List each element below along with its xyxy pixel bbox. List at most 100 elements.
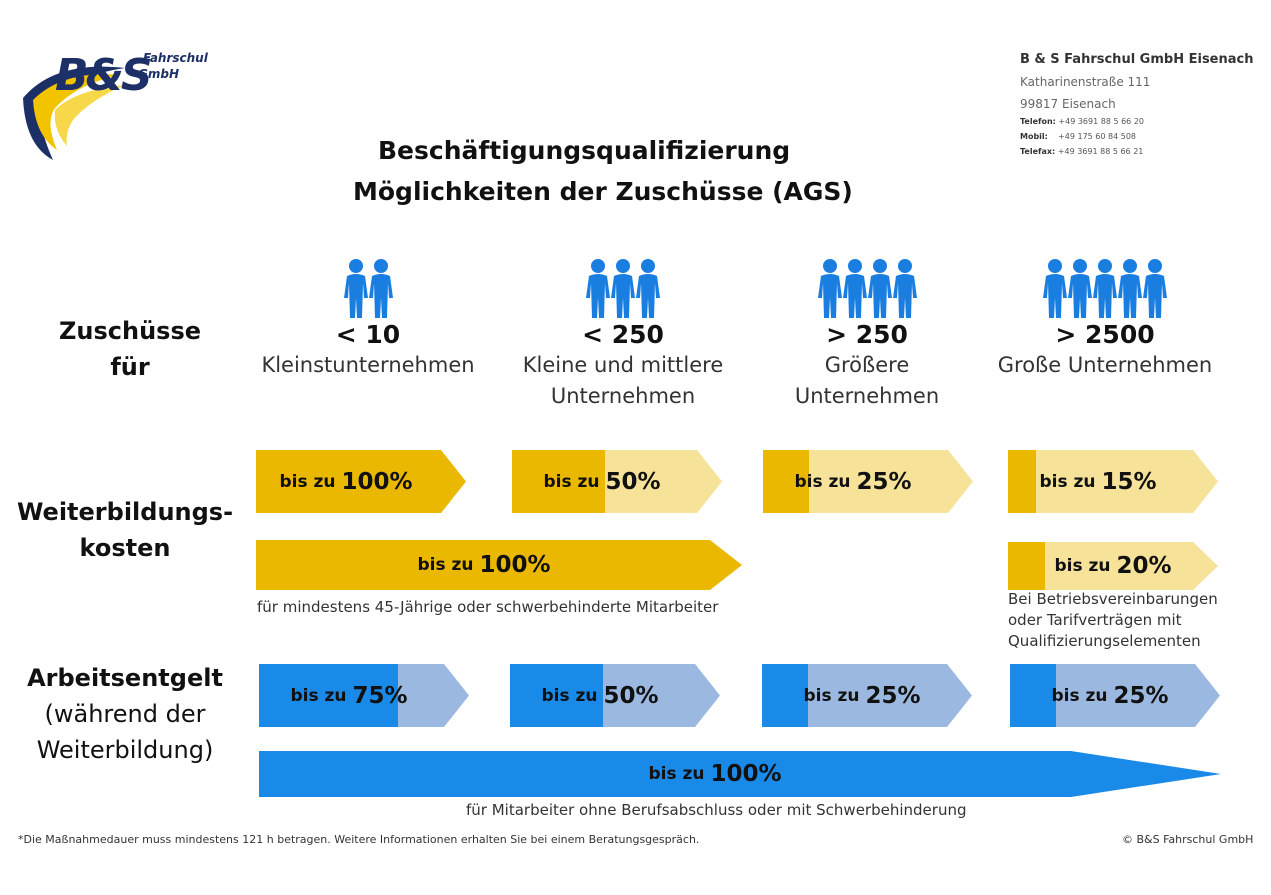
arrow-shape — [259, 751, 1221, 797]
person-icon — [1143, 259, 1167, 318]
arrow-prefix: bis zu — [279, 471, 336, 492]
arrow-body — [763, 450, 973, 513]
arrow-body — [1008, 450, 1218, 513]
weiterbildung-arrow-1: bis zu 50% — [512, 450, 722, 513]
person-icon — [368, 259, 393, 318]
arrow-fill — [1010, 664, 1056, 727]
arrow-label: bis zu 50% — [510, 664, 690, 727]
footer-copyright: © B&S Fahrschul GmbH — [1122, 833, 1254, 846]
arrow-percent: 100% — [710, 761, 782, 787]
arrow-label: bis zu 25% — [763, 450, 943, 513]
entgelt-arrow-2: bis zu 25% — [762, 664, 972, 727]
weiterbildung-extra-arrow: bis zu 20% — [1008, 542, 1218, 590]
person-icon — [1118, 259, 1142, 318]
arrow-percent: 100% — [479, 552, 551, 578]
people-icon-group — [990, 256, 1220, 318]
person-icon — [817, 259, 842, 318]
arrow-fill — [259, 664, 398, 727]
row-label-arbeitsentgelt-line1: Arbeitsentgelt — [27, 664, 223, 692]
category-3: > 2500 Große Unternehmen — [990, 256, 1220, 381]
arrow-prefix: bis zu — [417, 555, 474, 575]
arrow-label: bis zu 75% — [259, 664, 439, 727]
entgelt-long-note: für Mitarbeiter ohne Berufsabschluss ode… — [466, 801, 967, 819]
category-name: Größere — [824, 353, 910, 377]
arrow-body — [762, 664, 972, 727]
category-name: Kleine und mittlere — [522, 353, 724, 377]
logo-brand: B&S — [55, 50, 153, 101]
people-icon-group — [752, 256, 982, 318]
company-street: Katharinenstraße 111 — [1020, 75, 1151, 89]
category-count: > 2500 — [1055, 320, 1155, 349]
person-icon — [586, 259, 610, 318]
arrow-body — [256, 450, 466, 513]
person-icon — [1093, 259, 1117, 318]
arrow-prefix: bis zu — [541, 685, 598, 706]
arrow-prefix: bis zu — [794, 471, 851, 492]
arrow-percent: 25% — [856, 468, 912, 495]
mobile-value: +49 175 60 84 508 — [1058, 132, 1136, 141]
arrow-prefix: bis zu — [1054, 556, 1111, 576]
category-name-line2: Unternehmen — [550, 384, 696, 408]
category-0: < 10 Kleinstunternehmen — [253, 256, 483, 381]
weiterbildung-long-note: für mindestens 45-Jährige oder schwerbeh… — [257, 598, 719, 616]
person-icon — [611, 259, 635, 318]
arrow-shape — [256, 540, 742, 590]
arrow-fill — [1008, 450, 1036, 513]
row-label-zuschuesse-line1: Zuschüsse — [58, 317, 202, 345]
people-icon-group — [253, 256, 483, 318]
category-2: > 250 Größere Unternehmen — [752, 256, 982, 412]
entgelt-arrow-0: bis zu 75% — [259, 664, 469, 727]
arrow-label: bis zu 20% — [1028, 542, 1198, 590]
company-fax: Telefax: +49 3691 88 5 66 21 — [1020, 147, 1265, 156]
logo-line1: Fahrschul — [143, 51, 208, 65]
fax-label: Telefax: — [1020, 147, 1056, 156]
row-label-weiterbildung-line1: Weiterbildungs- — [16, 498, 234, 526]
person-icon — [343, 259, 368, 318]
arrow-shape — [1008, 450, 1218, 513]
fax-value: +49 3691 88 5 66 21 — [1057, 147, 1144, 156]
arrow-shape — [763, 450, 973, 513]
arrow-prefix: bis zu — [1051, 685, 1108, 706]
phone-value: +49 3691 88 5 66 20 — [1058, 117, 1144, 126]
row-label-zuschuesse: Zuschüsse für — [30, 313, 230, 385]
arrow-label: bis zu 100% — [256, 450, 436, 513]
arrow-label: bis zu 25% — [772, 664, 952, 727]
arrow-prefix: bis zu — [543, 471, 600, 492]
arrow-percent: 75% — [352, 682, 408, 709]
arrow-body — [1008, 542, 1218, 590]
row-label-arbeitsentgelt: Arbeitsentgelt (während der Weiterbildun… — [20, 660, 230, 768]
person-icon — [842, 259, 867, 318]
mobile-label: Mobil: — [1020, 132, 1048, 141]
arrow-percent: 20% — [1116, 553, 1172, 579]
page-subtitle: Möglichkeiten der Zuschüsse (AGS) — [353, 177, 853, 206]
row-label-weiterbildung: Weiterbildungs- kosten — [10, 494, 240, 566]
arrow-label: bis zu 100% — [256, 540, 712, 590]
footer-disclaimer: *Die Maßnahmedauer muss mindestens 121 h… — [18, 833, 700, 846]
arrow-label: bis zu 100% — [259, 751, 1171, 797]
arrow-prefix: bis zu — [290, 685, 347, 706]
entgelt-arrow-3: bis zu 25% — [1010, 664, 1220, 727]
arrow-prefix: bis zu — [648, 764, 705, 784]
category-name: Kleinstunternehmen — [261, 353, 475, 377]
row-label-zuschuesse-line2: für — [110, 353, 150, 381]
arrow-fill — [510, 664, 603, 727]
category-count: < 250 — [582, 320, 664, 349]
arrow-prefix: bis zu — [803, 685, 860, 706]
weiterbildung-long-arrow: bis zu 100% — [256, 540, 742, 590]
arrow-label: bis zu 50% — [512, 450, 692, 513]
arrow-label: bis zu 15% — [1008, 450, 1188, 513]
entgelt-arrow-1: bis zu 50% — [510, 664, 720, 727]
arrow-percent: 25% — [865, 682, 921, 709]
arrow-percent: 25% — [1113, 682, 1169, 709]
arrow-percent: 50% — [605, 468, 661, 495]
arrow-prefix: bis zu — [1039, 471, 1096, 492]
arrow-fill — [1008, 542, 1045, 590]
arrow-percent: 100% — [341, 468, 413, 495]
weiterbildung-arrow-3: bis zu 15% — [1008, 450, 1218, 513]
weiterbildung-arrow-2: bis zu 25% — [763, 450, 973, 513]
row-label-arbeitsentgelt-line3: Weiterbildung) — [36, 736, 214, 764]
extra-note-line3: Qualifizierungselementen — [1008, 632, 1201, 650]
category-count: > 250 — [826, 320, 908, 349]
person-icon — [636, 259, 660, 318]
company-phone: Telefon: +49 3691 88 5 66 20 — [1020, 117, 1265, 126]
